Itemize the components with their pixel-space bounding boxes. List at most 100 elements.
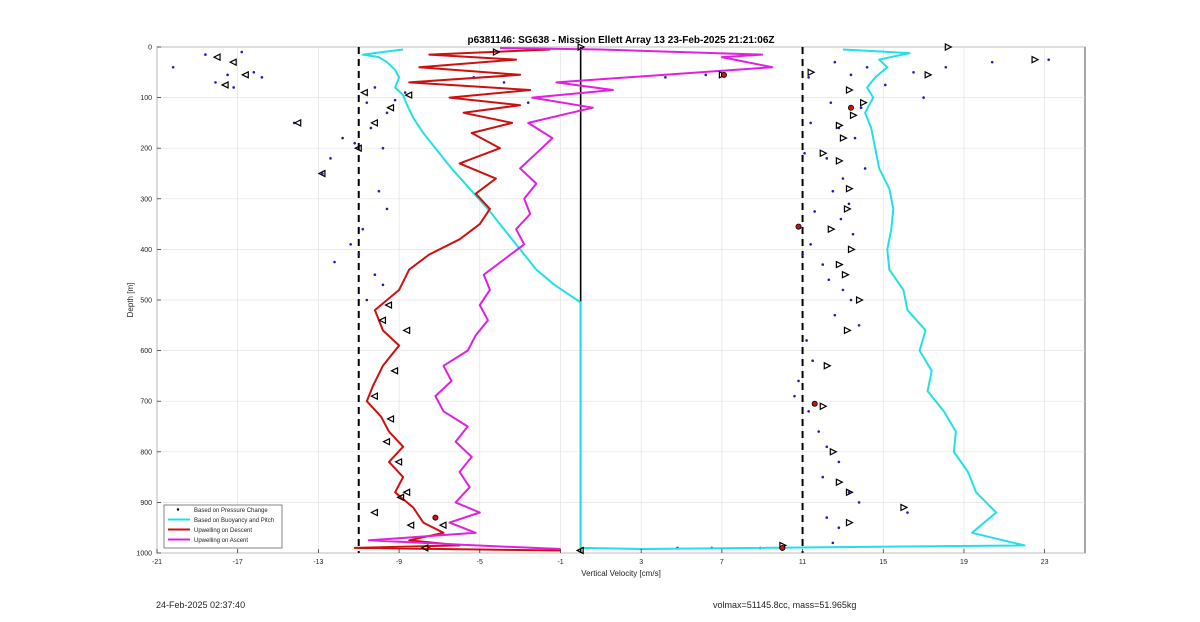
x-tick-label: 15 (879, 559, 887, 566)
ascent-marker (845, 488, 854, 497)
y-tick-label: 200 (140, 146, 152, 153)
legend-label: Based on Pressure Change (194, 508, 268, 514)
pressure-change-point (857, 324, 861, 327)
pressure-change-point (944, 65, 948, 69)
descent-marker (402, 326, 411, 335)
highlight-dot (811, 400, 818, 407)
x-tick-label: -9 (396, 559, 402, 566)
ascent-marker (845, 184, 854, 193)
pressure-change-point (361, 227, 365, 231)
pressure-change-point (813, 210, 816, 213)
chart-title: p6381146: SG638 - Mission Ellett Array 1… (467, 35, 774, 46)
pressure-change-point (385, 111, 389, 115)
pressure-change-point (704, 73, 708, 77)
pressure-change-point (1047, 58, 1050, 61)
pressure-change-point (381, 283, 385, 287)
ascent-marker (839, 134, 848, 143)
descent-marker (384, 301, 393, 310)
pressure-change-point (357, 253, 361, 256)
descent-marker (404, 91, 413, 100)
pressure-change-point (827, 278, 831, 282)
descent-marker (402, 488, 411, 497)
descent-marker (438, 521, 447, 530)
pressure-change-point (821, 263, 825, 266)
descent-marker (293, 118, 302, 127)
descent-marker (359, 88, 368, 97)
x-tick-label: 23 (1041, 559, 1049, 566)
pressure-change-point (825, 516, 829, 519)
highlight-dot (795, 223, 802, 230)
pressure-change-point (204, 53, 207, 56)
pressure-change-point (859, 106, 863, 110)
highlight-dot (779, 544, 786, 551)
pressure-change-point (333, 260, 336, 264)
pressure-change-point (847, 202, 851, 206)
pressure-change-point (857, 501, 861, 504)
upwelling-on-ascent-line (367, 47, 774, 550)
descent-marker (396, 493, 405, 502)
pressure-change-point (385, 207, 389, 211)
ascent-marker (924, 70, 933, 79)
y-axis-label: Depth [m] (126, 283, 135, 318)
highlight-dot (847, 104, 854, 111)
descent-marker (353, 144, 362, 153)
pressure-change-point (805, 339, 808, 342)
pressure-change-point (373, 273, 377, 277)
pressure-change-point (171, 65, 175, 69)
pressure-change-point (849, 298, 853, 302)
pressure-change-point (329, 157, 332, 160)
pressure-change-point (393, 98, 397, 102)
pressure-change-point (502, 81, 506, 84)
ascent-marker (835, 260, 844, 269)
pressure-change-point (377, 189, 381, 193)
descent-marker (390, 366, 399, 375)
pressure-change-point (833, 60, 837, 64)
ascent-marker (847, 245, 856, 254)
descent-marker (420, 543, 429, 552)
descent-marker (386, 414, 395, 423)
ascent-marker (843, 326, 852, 335)
pressure-change-point (865, 65, 869, 69)
y-tick-label: 600 (140, 348, 152, 355)
marker-layer (212, 43, 1040, 555)
pressure-change-point (803, 151, 806, 155)
pressure-change-point (365, 101, 369, 104)
ascent-marker (859, 98, 868, 107)
pressure-change-point (811, 359, 814, 363)
y-tick-label: 700 (140, 399, 152, 406)
ascent-marker (492, 48, 501, 57)
pressure-change-point (817, 430, 821, 433)
ascent-marker (900, 503, 909, 512)
descent-marker (394, 457, 403, 466)
ascent-marker (835, 121, 844, 130)
y-tick-label: 500 (140, 298, 152, 305)
pressure-change-point (837, 460, 841, 464)
descent-marker (220, 80, 229, 89)
pressure-change-point (403, 91, 407, 94)
descent-marker (406, 521, 415, 530)
pressure-change-point (353, 141, 357, 145)
ascent-marker (819, 402, 828, 411)
descent-marker (228, 58, 237, 67)
pressure-change-point (841, 288, 845, 292)
pressure-change-point (809, 121, 812, 125)
ascent-marker (829, 447, 838, 456)
y-tick-label: 100 (140, 95, 152, 102)
ascent-marker (845, 86, 854, 94)
pressure-change-point (365, 298, 369, 302)
series-layer (171, 47, 1050, 552)
ascent-marker (835, 156, 844, 165)
based-on-pressure-change-points (171, 50, 1050, 550)
pressure-change-point (821, 475, 825, 479)
descent-marker (370, 118, 378, 127)
pressure-change-point (807, 410, 810, 413)
ascent-marker (849, 111, 858, 120)
pressure-change-point (831, 541, 835, 545)
descent-marker (386, 103, 395, 112)
pressure-change-point (839, 217, 843, 221)
pressure-change-point (837, 526, 841, 529)
pressure-change-point (526, 101, 530, 104)
legend-label: Upwelling on Ascent (194, 538, 248, 544)
y-tick-label: 800 (140, 449, 152, 456)
